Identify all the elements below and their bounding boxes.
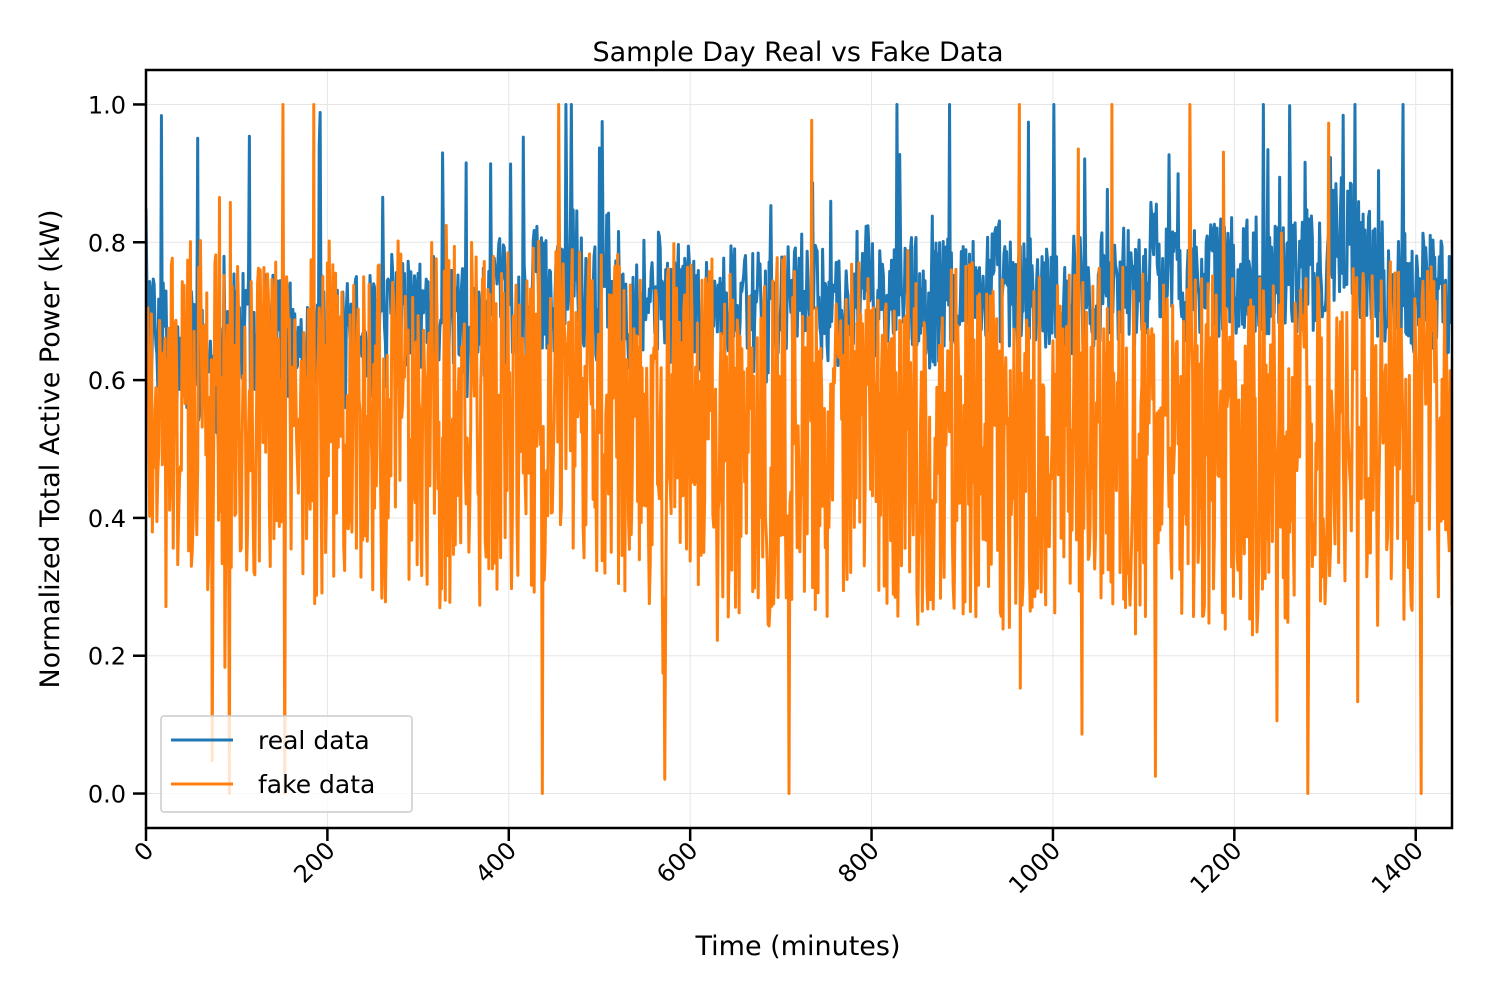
x-tick-label: 200: [288, 836, 340, 888]
x-tick-label: 800: [833, 836, 885, 888]
plot-frame: [144, 68, 1454, 830]
x-tick-label: 400: [470, 836, 522, 888]
legend-label-fake-data: fake data: [258, 770, 375, 799]
legend: real data fake data: [160, 715, 413, 813]
series-lines: [146, 102, 1452, 796]
x-axis-ticks: 0 200 400 600 800 1000 1200 1400: [129, 828, 1429, 899]
y-tick-label: 0.0: [88, 781, 126, 809]
x-axis-label: Time (minutes): [694, 931, 900, 962]
x-tick-label: 1400: [1366, 836, 1429, 899]
y-tick-label: 0.6: [88, 367, 126, 395]
y-tick-label: 1.0: [88, 91, 126, 119]
chart-title: Sample Day Real vs Fake Data: [592, 37, 1003, 68]
series-line-fake-data: [146, 102, 1452, 796]
y-axis-ticks: 0.0 0.2 0.4 0.6 0.8 1.0: [88, 91, 146, 809]
y-axis-label: Normalized Total Active Power (kW): [35, 209, 66, 688]
y-tick-label: 0.2: [88, 643, 126, 671]
x-tick-label: 1000: [1003, 836, 1066, 899]
x-tick-label: 0: [129, 836, 160, 867]
legend-label-real-data: real data: [258, 726, 370, 755]
x-tick-label: 1200: [1185, 836, 1248, 899]
y-tick-label: 0.8: [88, 229, 126, 257]
x-tick-label: 600: [651, 836, 703, 888]
y-tick-label: 0.4: [88, 505, 126, 533]
